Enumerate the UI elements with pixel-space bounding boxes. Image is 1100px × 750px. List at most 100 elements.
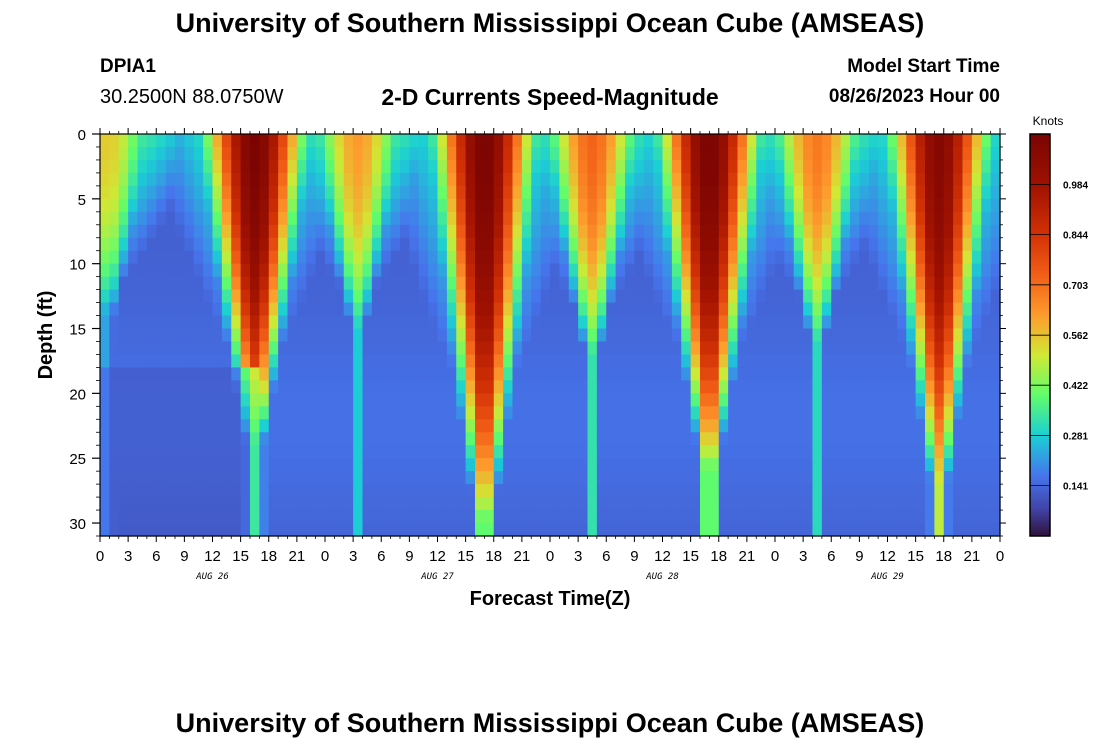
heatmap-cell [240,419,251,433]
heatmap-cell [325,315,335,330]
heatmap-cell [240,289,251,304]
heatmap-cell [934,237,945,252]
heatmap-cell [137,185,148,200]
heatmap-cell [859,224,870,239]
heatmap-cell [165,198,176,213]
heatmap-cell [803,250,814,265]
heatmap-cell [418,406,429,420]
heatmap-cell [850,432,860,446]
heatmap-cell [756,471,767,485]
heatmap-cell [100,185,110,200]
heatmap-cell [250,367,260,381]
heatmap-cell [484,510,495,524]
heatmap-cell [296,510,307,524]
heatmap-cell [653,172,664,187]
heatmap-cell [859,510,870,524]
heatmap-cell [990,497,1001,511]
heatmap-cell [437,146,448,161]
heatmap-cell [906,172,917,187]
heatmap-cell [559,445,570,459]
heatmap-cell [146,289,157,304]
heatmap-cell [437,289,448,304]
heatmap-cell [981,302,992,317]
heatmap-cell [409,263,420,278]
heatmap-cell [775,523,785,537]
heatmap-cell [306,276,317,291]
heatmap-cell [390,276,401,291]
heatmap-cell [334,146,345,161]
heatmap-cell [100,224,110,239]
heatmap-cell [634,276,645,291]
heatmap-cell [512,341,523,356]
heatmap-cell [137,224,148,239]
heatmap-cell [878,185,889,200]
heatmap-cell [175,134,185,148]
heatmap-cell [418,159,429,174]
heatmap-cell [362,523,373,537]
heatmap-cell [578,497,589,511]
heatmap-cell [175,185,185,200]
heatmap-cell [437,315,448,330]
heatmap-cell [184,419,195,433]
heatmap-cell [306,445,317,459]
heatmap-cell [193,237,204,252]
heatmap-cell [559,250,570,265]
heatmap-cell [428,302,439,317]
heatmap-cell [578,406,589,420]
heatmap-cell [718,432,729,446]
heatmap-cell [840,224,851,239]
heatmap-cell [550,471,560,485]
heatmap-cell [325,289,335,304]
heatmap-cell [259,341,270,356]
heatmap-cell [193,224,204,239]
heatmap-cell [718,302,729,317]
heatmap-cell [437,458,448,472]
heatmap-cell [240,367,251,381]
heatmap-cell [859,484,870,498]
heatmap-cell [840,510,851,524]
heatmap-cell [100,237,110,252]
heatmap-cell [446,510,457,524]
heatmap-cell [100,406,110,420]
heatmap-cell [568,497,579,511]
heatmap-cell [812,211,823,226]
heatmap-cell [812,250,823,265]
heatmap-cell [906,432,917,446]
heatmap-cell [596,458,607,472]
heatmap-cell [109,484,120,498]
heatmap-cell [353,289,364,304]
heatmap-cell [184,276,195,291]
heatmap-cell [850,237,860,252]
heatmap-cell [625,185,635,200]
heatmap-cell [700,224,710,239]
heatmap-cell [250,419,260,433]
heatmap-cell [625,172,635,187]
heatmap-cell [371,198,382,213]
heatmap-cell [315,211,326,226]
heatmap-cell [156,380,167,394]
heatmap-cell [428,276,439,291]
heatmap-cell [981,250,992,265]
heatmap-cell [915,276,926,291]
heatmap-cell [840,302,851,317]
heatmap-cell [409,432,420,446]
heatmap-cell [662,302,673,317]
x-tick-label: 21 [739,548,756,565]
heatmap-cell [475,367,485,381]
heatmap-cell [578,211,589,226]
heatmap-cell [746,172,757,187]
heatmap-cell [634,510,645,524]
heatmap-cell [381,523,392,537]
heatmap-cell [850,185,860,200]
heatmap-cell [784,523,795,537]
heatmap-cell [156,134,167,148]
heatmap-cell [953,510,964,524]
heatmap-cell [250,341,260,356]
heatmap-cell [831,159,842,174]
heatmap-cell [325,146,335,161]
heatmap-cell [362,484,373,498]
heatmap-cell [296,211,307,226]
heatmap-cell [868,134,879,148]
heatmap-cell [850,328,860,343]
heatmap-cell [428,497,439,511]
